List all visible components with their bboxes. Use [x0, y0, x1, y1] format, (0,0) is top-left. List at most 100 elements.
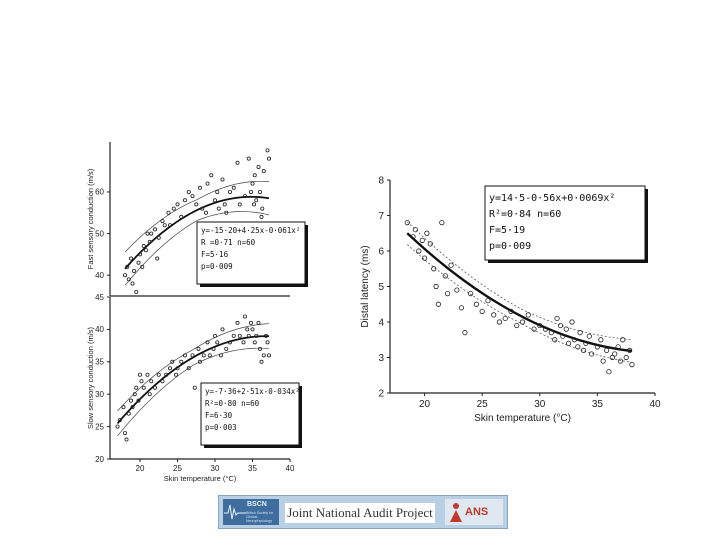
- data-point: [171, 206, 176, 211]
- data-point: [252, 173, 257, 178]
- data-point: [479, 308, 485, 314]
- equation-box-frame: [200, 382, 300, 446]
- data-point: [136, 398, 141, 403]
- data-point: [160, 379, 165, 384]
- data-point: [565, 340, 572, 346]
- data-point: [248, 189, 253, 194]
- data-point: [252, 340, 257, 345]
- data-point: [140, 264, 145, 269]
- data-point: [435, 301, 441, 307]
- data-point: [166, 210, 171, 215]
- data-point: [167, 223, 172, 228]
- ans-logo: ANS: [445, 499, 503, 525]
- equation-line: y=14·5-0·56x+0·0069x²: [489, 193, 615, 204]
- data-point: [237, 333, 242, 338]
- data-point: [126, 411, 131, 416]
- data-point: [117, 418, 122, 423]
- equation-line: p=0·009: [489, 241, 531, 252]
- data-point: [167, 366, 172, 371]
- data-point: [179, 359, 184, 364]
- data-point: [537, 322, 543, 329]
- data-point: [424, 230, 430, 236]
- data-point: [458, 305, 465, 311]
- data-point: [224, 346, 229, 351]
- data-point: [218, 353, 223, 358]
- data-point: [241, 340, 246, 345]
- data-point: [224, 210, 229, 215]
- project-title: Joint National Audit Project: [285, 503, 435, 523]
- data-point: [205, 181, 210, 186]
- data-point: [254, 198, 259, 203]
- data-point: [508, 308, 514, 314]
- data-point: [156, 372, 161, 377]
- x-tick-label: 30: [534, 399, 546, 410]
- data-point: [266, 353, 271, 358]
- bscn-subtitle: British Society for Clinical Neurophysio…: [246, 511, 274, 523]
- y-tick-label: 30: [95, 390, 104, 399]
- data-point: [600, 358, 606, 364]
- data-point: [194, 202, 199, 207]
- regression-curve: [124, 195, 270, 270]
- data-point: [186, 366, 191, 371]
- y-tick-label: 60: [95, 188, 104, 197]
- data-point: [197, 185, 202, 190]
- data-point: [410, 234, 416, 240]
- data-point: [231, 185, 236, 190]
- equation-line: y=-15·20+4·25x-0·061x²: [201, 226, 300, 235]
- x-tick-label: 35: [248, 464, 257, 473]
- data-point: [212, 198, 217, 203]
- equation-line: F=6·30: [205, 411, 233, 420]
- data-point: [404, 220, 410, 226]
- upper-confidence-band: [117, 323, 270, 412]
- data-point: [201, 353, 206, 358]
- data-point: [134, 289, 139, 294]
- equation-box-frame: [196, 221, 306, 285]
- data-point: [612, 351, 618, 357]
- data-point: [542, 326, 549, 332]
- data-point: [216, 206, 221, 211]
- x-tick-label: 40: [649, 399, 661, 410]
- y-axis-label: Fast sensory conduction (m/s): [86, 168, 95, 269]
- data-point: [139, 379, 144, 384]
- data-point: [162, 223, 167, 228]
- y-tick-label: 35: [95, 358, 104, 367]
- data-point: [256, 164, 261, 169]
- data-point: [560, 333, 566, 339]
- data-point: [571, 337, 577, 343]
- upper-confidence-band: [407, 221, 632, 340]
- data-point: [137, 252, 142, 257]
- data-point: [250, 327, 255, 332]
- data-point: [552, 337, 558, 343]
- data-point: [211, 346, 216, 351]
- data-point: [164, 372, 169, 377]
- data-point: [256, 320, 261, 325]
- data-point: [149, 379, 154, 384]
- y-tick-label: 8: [378, 176, 384, 187]
- lower-confidence-band: [407, 244, 633, 363]
- equation-line: p=0·003: [205, 423, 237, 432]
- footer-banner: BSCN British Society for Clinical Neurop…: [218, 495, 508, 529]
- data-point: [121, 405, 126, 410]
- data-point: [141, 385, 146, 390]
- data-point: [265, 340, 270, 345]
- data-point: [454, 287, 460, 293]
- data-point: [442, 273, 448, 279]
- data-point: [251, 202, 256, 207]
- x-tick-label: 20: [136, 464, 145, 473]
- y-axis-label: Distal latency (ms): [360, 245, 371, 327]
- data-point: [445, 290, 451, 297]
- data-point: [259, 214, 264, 219]
- data-point: [580, 347, 587, 353]
- data-point: [145, 231, 150, 236]
- data-point: [431, 266, 437, 272]
- data-point: [496, 319, 503, 325]
- data-point: [196, 346, 201, 351]
- data-point: [130, 405, 135, 410]
- data-point: [134, 385, 139, 390]
- data-point: [186, 189, 191, 194]
- data-point: [155, 256, 160, 261]
- data-point: [141, 244, 146, 249]
- data-point: [212, 333, 217, 338]
- x-tick-label: 25: [173, 464, 182, 473]
- x-tick-label: 30: [211, 464, 220, 473]
